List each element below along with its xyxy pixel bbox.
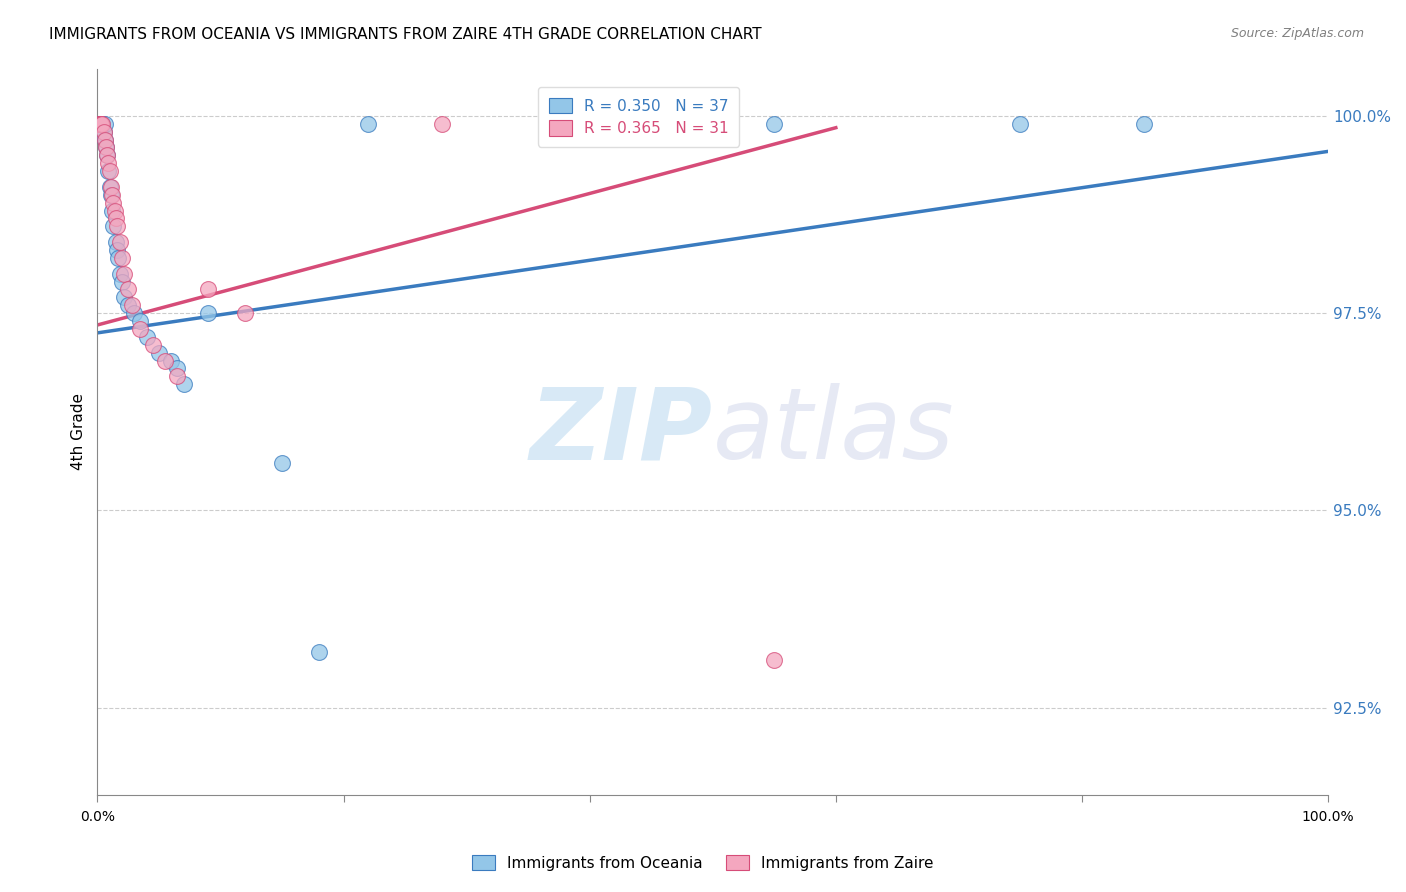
Point — [97, 164, 120, 178]
Point — [91, 117, 114, 131]
Point — [90, 117, 112, 131]
Point — [197, 283, 219, 297]
Point — [89, 125, 111, 139]
Point — [197, 306, 219, 320]
Point — [90, 117, 112, 131]
Point — [763, 117, 786, 131]
Legend: Immigrants from Oceania, Immigrants from Zaire: Immigrants from Oceania, Immigrants from… — [463, 846, 943, 880]
Point — [1132, 117, 1154, 131]
Legend: R = 0.350   N = 37, R = 0.365   N = 31: R = 0.350 N = 37, R = 0.365 N = 31 — [538, 87, 740, 146]
Point — [105, 243, 128, 257]
Point — [1010, 117, 1032, 131]
Point — [129, 322, 152, 336]
Point — [117, 283, 139, 297]
Point — [94, 140, 117, 154]
Point — [97, 156, 120, 170]
Point — [94, 140, 117, 154]
Point — [103, 203, 125, 218]
Point — [117, 298, 139, 312]
Point — [160, 353, 183, 368]
Point — [166, 361, 188, 376]
Point — [91, 117, 114, 131]
Text: Source: ZipAtlas.com: Source: ZipAtlas.com — [1230, 27, 1364, 40]
Point — [90, 117, 112, 131]
Point — [98, 164, 121, 178]
Point — [153, 353, 176, 368]
Point — [96, 148, 118, 162]
Point — [93, 132, 115, 146]
Point — [90, 117, 112, 131]
Point — [112, 290, 135, 304]
Y-axis label: 4th Grade: 4th Grade — [72, 393, 86, 470]
Point — [104, 211, 127, 226]
Point — [148, 345, 170, 359]
Point — [121, 298, 143, 312]
Point — [96, 148, 118, 162]
Text: ZIP: ZIP — [530, 383, 713, 480]
Point — [101, 187, 124, 202]
Point — [87, 117, 110, 131]
Point — [89, 117, 111, 131]
Point — [166, 369, 188, 384]
Text: 100.0%: 100.0% — [1302, 810, 1354, 824]
Point — [271, 456, 294, 470]
Point — [93, 132, 115, 146]
Point — [104, 235, 127, 249]
Point — [111, 251, 134, 265]
Point — [108, 267, 131, 281]
Point — [430, 117, 453, 131]
Point — [111, 275, 134, 289]
Text: IMMIGRANTS FROM OCEANIA VS IMMIGRANTS FROM ZAIRE 4TH GRADE CORRELATION CHART: IMMIGRANTS FROM OCEANIA VS IMMIGRANTS FR… — [49, 27, 762, 42]
Point — [308, 646, 330, 660]
Text: 0.0%: 0.0% — [80, 810, 115, 824]
Point — [89, 117, 111, 131]
Point — [233, 306, 256, 320]
Point — [108, 235, 131, 249]
Point — [124, 306, 146, 320]
Point — [101, 203, 124, 218]
Point — [107, 251, 129, 265]
Point — [87, 117, 110, 131]
Text: atlas: atlas — [713, 383, 955, 480]
Point — [100, 180, 122, 194]
Point — [103, 195, 125, 210]
Point — [112, 267, 135, 281]
Point — [98, 180, 121, 194]
Point — [105, 219, 128, 234]
Point — [93, 117, 115, 131]
Point — [100, 187, 122, 202]
Point — [129, 314, 152, 328]
Point — [93, 125, 115, 139]
Point — [91, 117, 114, 131]
Point — [93, 125, 115, 139]
Point — [103, 219, 125, 234]
Point — [763, 653, 786, 667]
Point — [135, 330, 157, 344]
Point — [357, 117, 380, 131]
Point — [173, 377, 195, 392]
Point — [142, 337, 165, 351]
